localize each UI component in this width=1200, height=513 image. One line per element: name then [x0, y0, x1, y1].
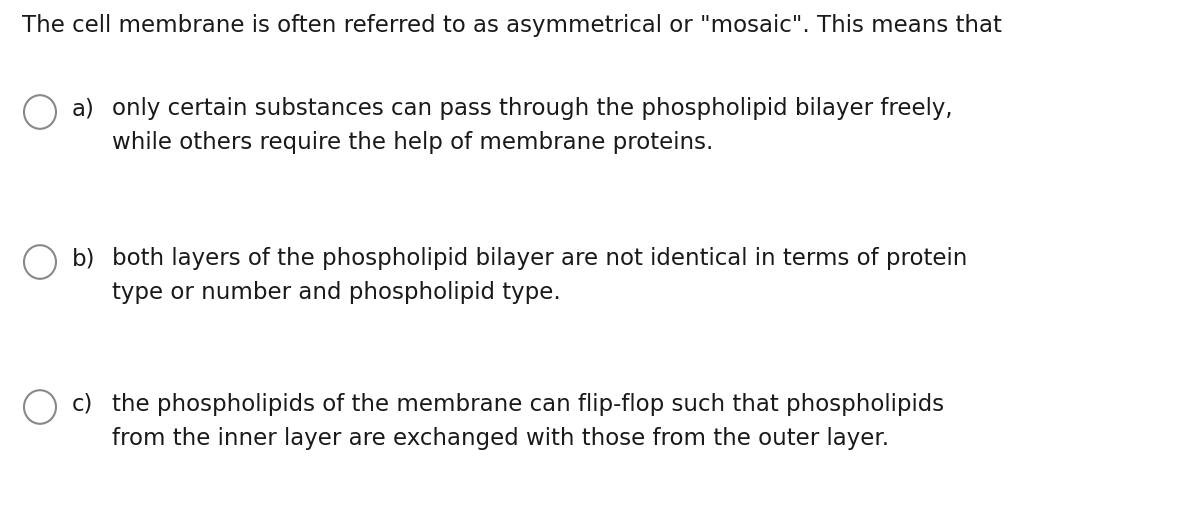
Text: a): a) [72, 97, 95, 121]
Text: The cell membrane is often referred to as asymmetrical or "mosaic". This means t: The cell membrane is often referred to a… [22, 14, 1002, 37]
Text: both layers of the phospholipid bilayer are not identical in terms of protein: both layers of the phospholipid bilayer … [112, 247, 967, 270]
Text: type or number and phospholipid type.: type or number and phospholipid type. [112, 282, 560, 305]
Text: c): c) [72, 392, 94, 416]
Text: the phospholipids of the membrane can flip-flop such that phospholipids: the phospholipids of the membrane can fl… [112, 392, 944, 416]
Text: while others require the help of membrane proteins.: while others require the help of membran… [112, 131, 713, 154]
Text: only certain substances can pass through the phospholipid bilayer freely,: only certain substances can pass through… [112, 97, 953, 121]
Text: from the inner layer are exchanged with those from the outer layer.: from the inner layer are exchanged with … [112, 426, 889, 449]
Text: b): b) [72, 247, 96, 270]
